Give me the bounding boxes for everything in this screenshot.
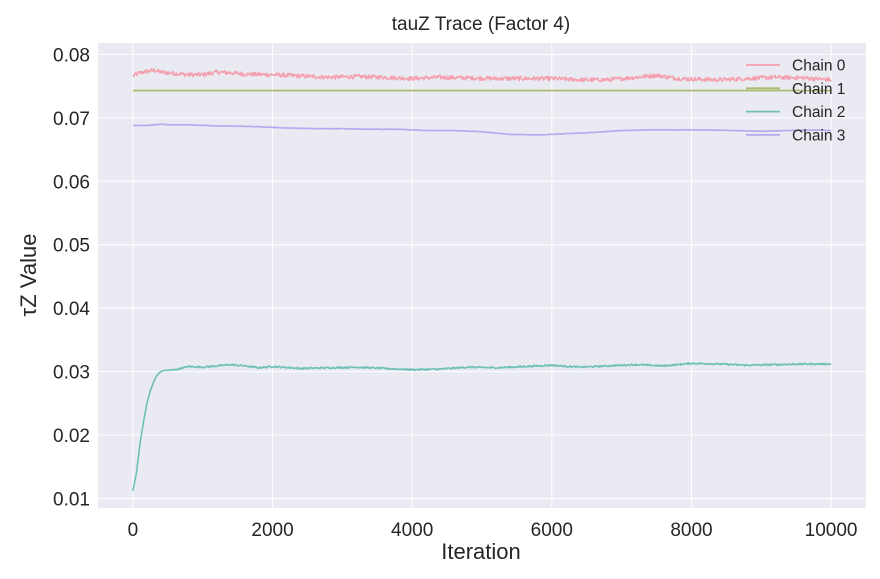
- y-tick-label: 0.04: [53, 299, 90, 320]
- y-tick-labels: 0.01 0.02 0.03 0.04 0.05 0.06 0.07 0.08: [53, 45, 90, 510]
- x-tick-label: 4000: [391, 520, 433, 541]
- x-tick-label: 2000: [251, 520, 293, 541]
- legend: Chain 0 Chain 1 Chain 2 Chain 3: [746, 58, 846, 144]
- y-tick-label: 0.03: [53, 363, 90, 384]
- y-tick-label: 0.05: [53, 236, 90, 257]
- x-tick-label: 6000: [531, 520, 573, 541]
- x-tick-label: 10000: [805, 520, 858, 541]
- y-tick-label: 0.08: [53, 45, 90, 66]
- legend-label: Chain 0: [792, 58, 846, 75]
- y-tick-label: 0.02: [53, 426, 90, 447]
- x-axis-label: Iteration: [441, 539, 521, 564]
- series-lines: [132, 68, 832, 492]
- y-axis-label: τZ Value: [16, 234, 41, 317]
- legend-label: Chain 2: [792, 104, 845, 121]
- plot-area: [98, 43, 866, 508]
- series-line-2: [132, 362, 832, 492]
- legend-label: Chain 3: [792, 127, 845, 144]
- series-line-0: [132, 68, 832, 83]
- y-tick-label: 0.06: [53, 172, 90, 193]
- y-tick-label: 0.01: [53, 489, 90, 510]
- series-line-3: [132, 123, 832, 136]
- x-tick-labels: 0 2000 4000 6000 8000 10000: [128, 520, 858, 541]
- legend-label: Chain 1: [792, 81, 845, 98]
- x-tick-label: 8000: [670, 520, 712, 541]
- x-tick-label: 0: [128, 520, 139, 541]
- grid: [98, 43, 866, 508]
- y-tick-label: 0.07: [53, 109, 90, 130]
- chart-title: tauZ Trace (Factor 4): [392, 14, 570, 35]
